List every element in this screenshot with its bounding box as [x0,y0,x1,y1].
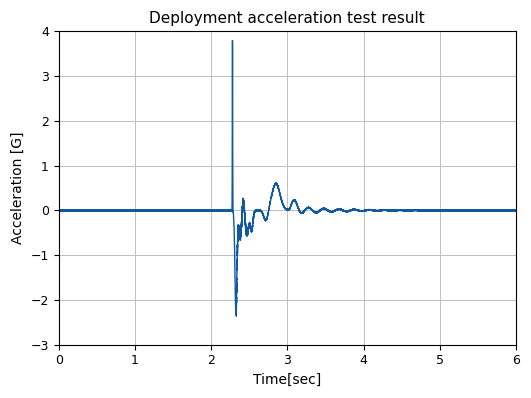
X-axis label: Time[sec]: Time[sec] [253,373,321,387]
Y-axis label: Acceleration [G]: Acceleration [G] [11,132,25,244]
Title: Deployment acceleration test result: Deployment acceleration test result [150,11,425,26]
